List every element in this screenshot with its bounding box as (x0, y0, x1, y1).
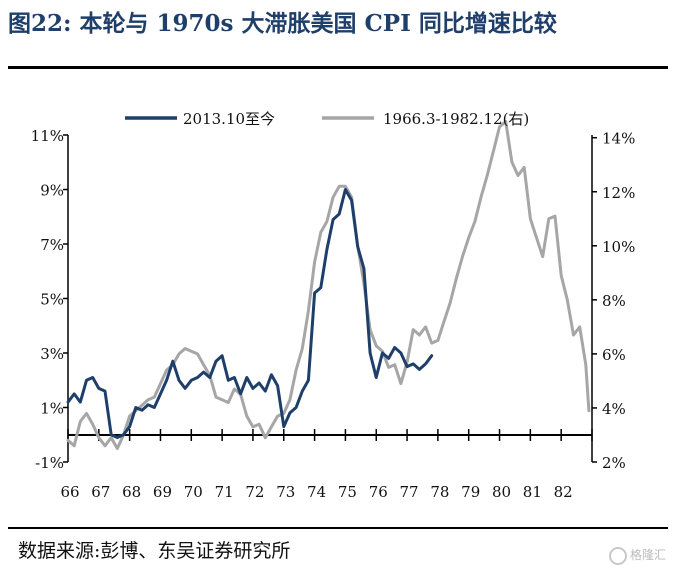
legend-label: 2013.10至今 (183, 110, 275, 128)
figure-title: 图22: 本轮与 1970s 大滞胀美国 CPI 同比增速比较 (8, 10, 557, 37)
series-line-1966-1982 (66, 120, 591, 450)
x-tick-label: 76 (369, 483, 388, 501)
right-tick-label: 4% (602, 400, 626, 418)
left-tick-label: 5% (40, 291, 64, 309)
right-tick-label: 10% (602, 238, 635, 256)
x-tick-label: 82 (554, 483, 573, 501)
series-layer (66, 120, 591, 450)
x-tick-label: 67 (91, 483, 110, 501)
left-tick-label: 7% (40, 236, 64, 254)
axes-layer: 66 67 68 69 70 71 72 73 74 75 76 77 78 79 80 81 82 11% 9% 7… (31, 127, 636, 501)
left-tick-label: 1% (40, 400, 64, 418)
legend-label: 1966.3-1982.12(右) (383, 110, 529, 128)
x-tick-label: 68 (122, 483, 141, 501)
x-tick-label: 75 (338, 483, 357, 501)
series-line-2013-now (66, 188, 434, 439)
x-tick-label: 70 (184, 483, 203, 501)
x-tick-label: 73 (276, 483, 295, 501)
x-tick-label: 78 (430, 483, 449, 501)
left-tick-label: 3% (40, 345, 64, 363)
x-tick-label: 77 (400, 483, 419, 501)
bottom-rule (8, 527, 668, 529)
x-tick-label: 79 (461, 483, 480, 501)
left-tick-label: 9% (40, 182, 64, 200)
watermark: 格隆汇 (588, 544, 666, 566)
watermark-logo-icon (608, 546, 627, 565)
x-tick-label: 71 (215, 483, 234, 501)
x-tick-label: 66 (60, 483, 79, 501)
left-tick-label: -1% (35, 454, 64, 472)
x-tick-label: 72 (245, 483, 264, 501)
x-tick-label: 81 (523, 483, 542, 501)
right-tick-label: 8% (602, 292, 626, 310)
x-tick-label: 74 (307, 483, 326, 501)
x-tick-label: 69 (153, 483, 172, 501)
right-tick-label: 6% (602, 346, 626, 364)
source-note: 数据来源:彭博、东吴证券研究所 (18, 540, 291, 562)
right-tick-label: 12% (602, 184, 635, 202)
x-tick-label: 80 (492, 483, 511, 501)
legend: 2013.10至今 1966.3-1982.12(右) (125, 110, 529, 128)
left-tick-label: 11% (31, 127, 64, 145)
top-rule (8, 66, 668, 69)
right-tick-label: 2% (602, 454, 626, 472)
watermark-text: 格隆汇 (629, 548, 666, 562)
right-tick-label: 14% (602, 130, 635, 148)
